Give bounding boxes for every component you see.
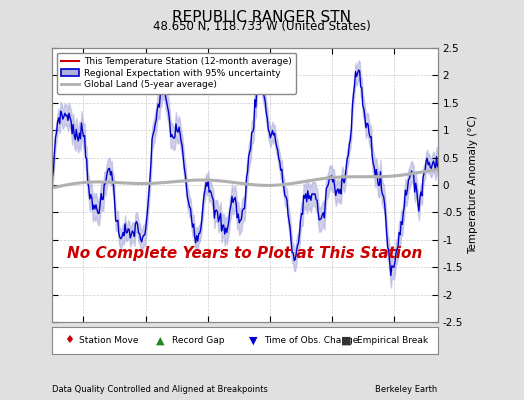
- Text: Station Move: Station Move: [79, 336, 139, 345]
- Text: Berkeley Earth: Berkeley Earth: [375, 385, 438, 394]
- Text: Empirical Break: Empirical Break: [357, 336, 428, 345]
- Text: 48.650 N, 118.733 W (United States): 48.650 N, 118.733 W (United States): [153, 20, 371, 33]
- Text: No Complete Years to Plot at This Station: No Complete Years to Plot at This Statio…: [67, 246, 423, 261]
- Text: Record Gap: Record Gap: [172, 336, 224, 345]
- Text: Data Quality Controlled and Aligned at Breakpoints: Data Quality Controlled and Aligned at B…: [52, 385, 268, 394]
- Text: REPUBLIC RANGER STN: REPUBLIC RANGER STN: [172, 10, 352, 25]
- Text: ♦: ♦: [64, 335, 74, 345]
- Text: ■: ■: [341, 335, 352, 345]
- Legend: This Temperature Station (12-month average), Regional Expectation with 95% uncer: This Temperature Station (12-month avera…: [57, 52, 296, 94]
- Y-axis label: Temperature Anomaly (°C): Temperature Anomaly (°C): [468, 116, 478, 254]
- Text: Time of Obs. Change: Time of Obs. Change: [264, 336, 358, 345]
- Text: ▲: ▲: [156, 335, 165, 345]
- Text: ▼: ▼: [249, 335, 257, 345]
